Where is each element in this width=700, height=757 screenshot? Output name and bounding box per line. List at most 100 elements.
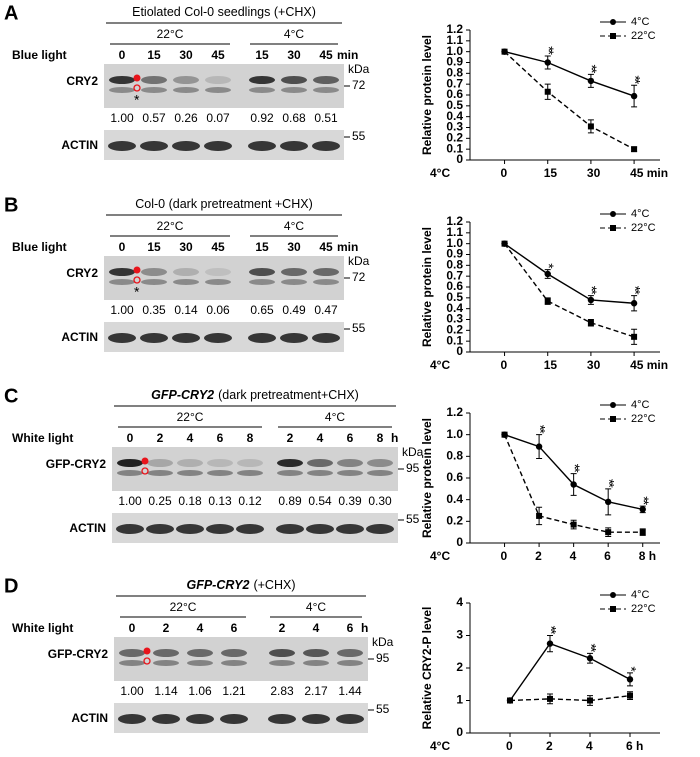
blot-band [313,76,339,84]
blot-band [249,279,275,285]
loading-label: ACTIN [61,330,98,344]
blot-band [109,76,135,84]
blot-band [173,76,199,84]
y-tick-label: 0.2 [446,323,463,337]
quant-value: 0.54 [308,494,332,508]
y-tick-label: 0.8 [446,66,463,80]
point [587,296,595,304]
y-tick-label: 0.5 [446,290,463,304]
blot-band [269,649,295,657]
actin-band [108,333,136,343]
quant-value: 0.12 [238,494,262,508]
y-tick-label: 1.1 [446,33,463,47]
blot-band [307,470,333,476]
blot-band [207,459,233,467]
group-label: 22°C [157,219,184,233]
actin-band [280,141,308,151]
blot-band [281,76,307,84]
actin-band [268,714,296,724]
series-line [504,243,635,304]
nonspecific-star: * [134,92,140,108]
blot-band [337,649,363,657]
blot-band [205,76,231,84]
y-tick-label: 0.9 [446,55,463,69]
lane-label: 8 [377,431,384,445]
blot-band [277,459,303,467]
size-marker: 72 [352,270,366,284]
y-tick-label: 0.5 [446,98,463,112]
legend-marker [610,402,616,408]
lane-label: 45 [211,240,225,254]
y-tick-label: 0.9 [446,247,463,261]
blot-band [109,268,135,276]
legend-marker [610,416,616,422]
actin-band [172,333,200,343]
y-tick-label: 1 [456,693,463,707]
x-tick-label: 0 [501,166,508,180]
legend-label: 4°C [631,16,650,28]
nonspecific-star: * [134,284,140,300]
treatment-label: White light [12,431,73,445]
series-line [504,50,635,97]
title-italic: GFP-CRY2 [186,578,249,592]
blot-band [313,268,339,276]
quant-value: 1.00 [118,494,142,508]
legend-label: 22°C [631,30,656,42]
lane-label: 2 [279,621,286,635]
actin-band [116,524,144,534]
y-tick-label: 0 [456,152,463,166]
lane-label: 0 [129,621,136,635]
significance: ** [567,464,583,473]
point [570,481,577,488]
blot-band [205,87,231,93]
actin-band [146,524,174,534]
actin-band [220,714,248,724]
actin-band [236,524,264,534]
series-line [509,694,631,702]
blot-band [367,470,393,476]
time-unit: min [337,240,358,254]
blot-band [117,470,143,476]
blot-band [205,268,231,276]
quant-value: 1.00 [120,684,144,698]
title-text: (dark pretreatment+CHX) [218,388,359,402]
point [507,697,513,704]
blot-band [337,660,363,666]
blot-band [109,279,135,285]
phospho-dot [141,457,149,465]
actin-band [152,714,180,724]
blot-band [221,649,247,657]
blot-band [249,268,275,276]
actin-band [204,333,232,343]
size-marker: 95 [376,651,390,665]
y-tick-label: 0.4 [446,109,463,123]
kda-label: kDa [372,635,394,649]
kda-label: kDa [348,62,370,76]
blot-image [112,447,398,491]
actin-band [248,333,276,343]
blot-band [147,470,173,476]
x-tick-label: 4 [586,739,593,753]
lane-label: 6 [347,621,354,635]
lane-label: 15 [255,48,269,62]
point [535,443,543,450]
quant-value: 0.18 [178,494,202,508]
significance: ** [627,75,643,84]
point [631,146,638,153]
time-unit: min [337,48,358,62]
blot-title: GFP-CRY2 (dark pretreatment+CHX) [151,388,359,402]
blot-image [114,637,368,681]
loading-label: ACTIN [71,711,108,725]
blot-band [337,470,363,476]
kda-label: kDa [402,445,424,459]
unphospho-dot [133,276,141,284]
quant-value: 1.06 [188,684,212,698]
blot-band [221,660,247,666]
quant-value: 0.07 [206,111,230,125]
phospho-dot [133,266,141,274]
blot-band [367,459,393,467]
point [630,300,638,307]
actin-band [336,714,364,724]
significance: ** [541,46,557,55]
